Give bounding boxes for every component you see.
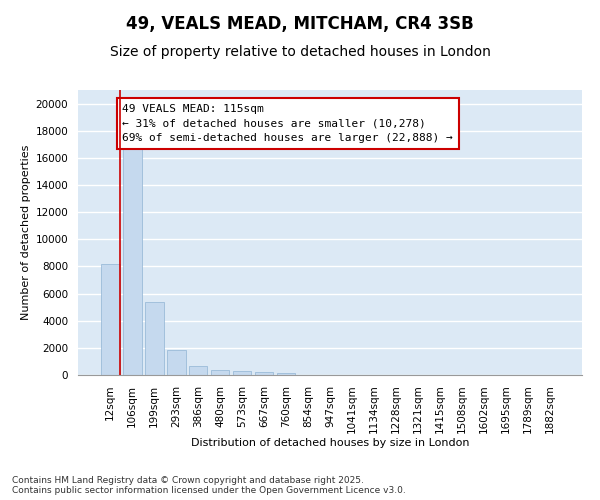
- Bar: [167, 350, 185, 375]
- Bar: [189, 366, 208, 375]
- Bar: [123, 148, 142, 375]
- X-axis label: Distribution of detached houses by size in London: Distribution of detached houses by size …: [191, 438, 469, 448]
- Y-axis label: Number of detached properties: Number of detached properties: [22, 145, 31, 320]
- Bar: [233, 372, 251, 375]
- Bar: [145, 302, 164, 375]
- Text: Size of property relative to detached houses in London: Size of property relative to detached ho…: [110, 45, 490, 59]
- Bar: [255, 372, 274, 375]
- Bar: [277, 373, 295, 375]
- Text: Contains HM Land Registry data © Crown copyright and database right 2025.
Contai: Contains HM Land Registry data © Crown c…: [12, 476, 406, 495]
- Text: 49, VEALS MEAD, MITCHAM, CR4 3SB: 49, VEALS MEAD, MITCHAM, CR4 3SB: [126, 15, 474, 33]
- Bar: [211, 370, 229, 375]
- Bar: [101, 264, 119, 375]
- Text: 49 VEALS MEAD: 115sqm
← 31% of detached houses are smaller (10,278)
69% of semi-: 49 VEALS MEAD: 115sqm ← 31% of detached …: [122, 104, 453, 143]
